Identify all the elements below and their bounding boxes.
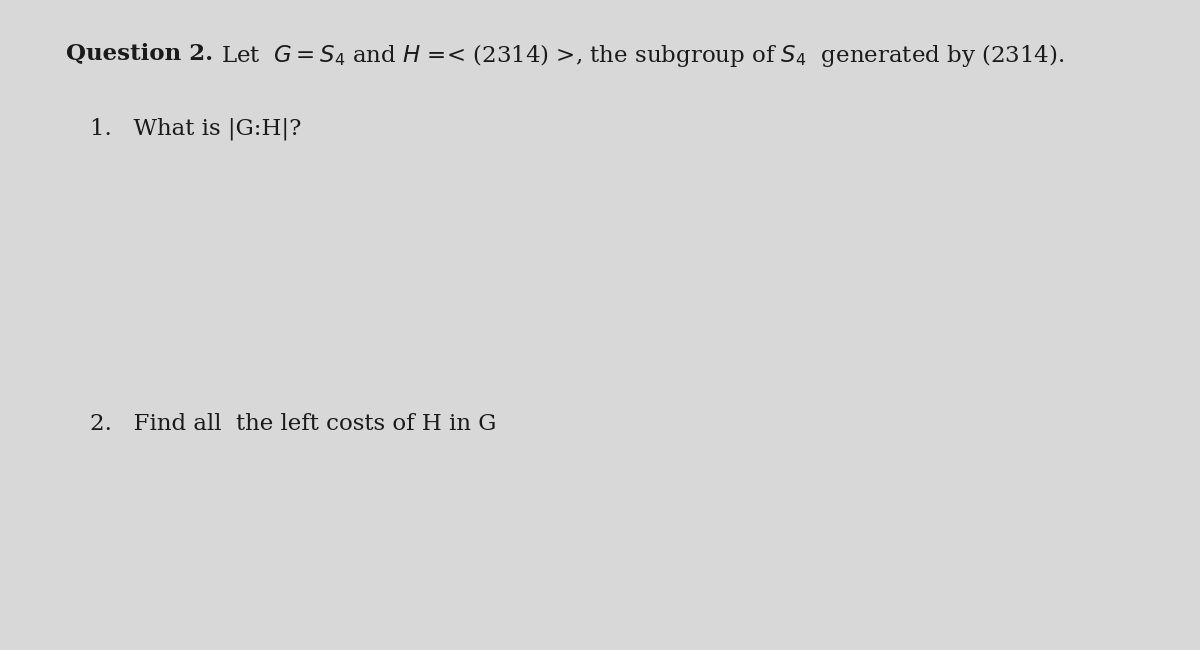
- Text: Let  $G = S_4$ and $H$ =< (2314) >, the subgroup of $S_4$  generated by (2314).: Let $G = S_4$ and $H$ =< (2314) >, the s…: [214, 42, 1064, 70]
- Text: Question 2.: Question 2.: [66, 42, 214, 64]
- Text: 1.   What is |G:H|?: 1. What is |G:H|?: [90, 117, 301, 140]
- Text: 2.   Find all  the left costs of H in G: 2. Find all the left costs of H in G: [90, 413, 497, 435]
